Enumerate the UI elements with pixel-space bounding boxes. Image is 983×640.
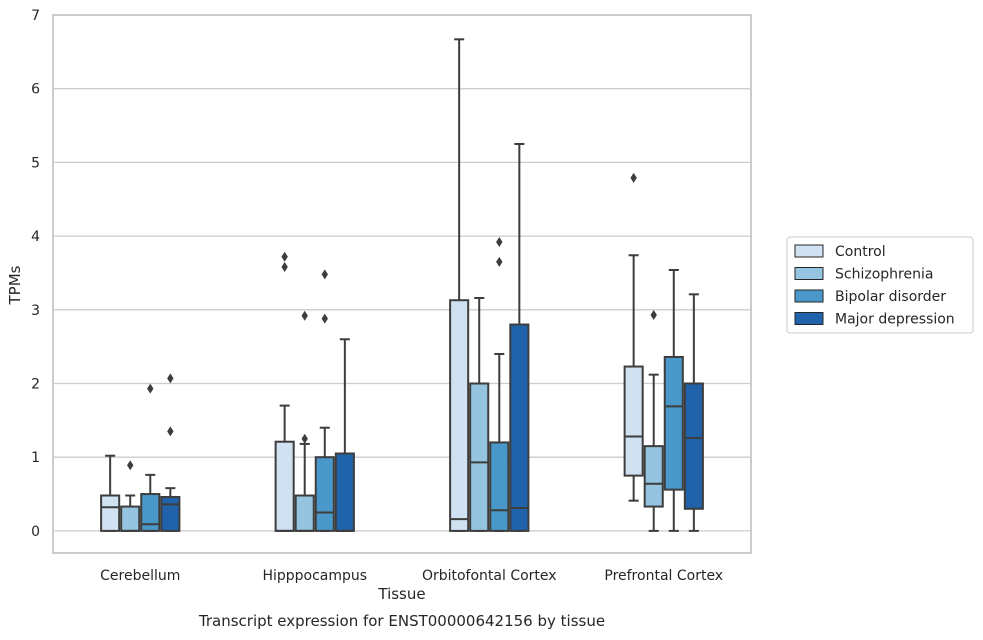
box-body — [274, 440, 295, 532]
y-tick-label: 3 — [31, 303, 40, 319]
box-3-1 — [643, 309, 664, 532]
legend-swatch — [794, 267, 824, 280]
legend-label: Schizophrenia — [835, 267, 933, 283]
outlier-point — [321, 313, 328, 324]
outlier-point — [630, 172, 637, 183]
y-tick-labels: 0 1 2 3 4 5 6 7 — [31, 8, 40, 540]
box-body — [120, 505, 141, 532]
outlier-point — [650, 309, 657, 320]
outlier-point — [496, 236, 503, 247]
box-0-2 — [140, 383, 161, 532]
outlier-point — [147, 383, 154, 394]
box-0-3 — [160, 373, 181, 532]
x-tick-labels: Cerebellum Hipppocampus Orbitofontal Corte… — [100, 568, 723, 584]
box-body — [489, 441, 510, 532]
legend-item: Major depression — [794, 312, 955, 328]
x-tick-label: Hipppocampus — [262, 568, 367, 584]
grid-lines — [53, 14, 751, 532]
box-body — [160, 495, 181, 532]
outlier-point — [167, 426, 174, 437]
boxes — [100, 38, 704, 532]
box-3-2 — [663, 268, 684, 532]
outlier-point — [301, 433, 308, 444]
legend-item: Schizophrenia — [794, 267, 933, 283]
legend-label: Major depression — [835, 312, 955, 328]
outlier-point — [167, 373, 174, 384]
box-body — [294, 494, 315, 532]
box-body — [100, 494, 121, 532]
y-tick-label: 2 — [31, 376, 40, 392]
outlier-point — [301, 310, 308, 321]
box-body — [663, 355, 684, 491]
box-body — [140, 493, 161, 532]
y-tick-label: 7 — [31, 8, 40, 24]
y-axis-title: TPMs — [6, 265, 24, 305]
outlier-point — [127, 460, 134, 471]
outlier-point — [496, 256, 503, 267]
y-tick-label: 0 — [31, 524, 40, 540]
legend-frame — [786, 236, 974, 334]
x-tick-label: Orbitofontal Cortex — [422, 568, 557, 584]
box-body — [623, 365, 644, 477]
box-1-2 — [314, 269, 335, 532]
y-tick-label: 4 — [31, 229, 40, 245]
x-axis-title: Tissue — [377, 585, 425, 603]
box-body — [334, 452, 355, 532]
chart-caption: Transcript expression for ENST0000064215… — [198, 612, 605, 630]
legend-label: Control — [835, 244, 886, 260]
y-tick-label: 5 — [31, 155, 40, 171]
box-1-3 — [334, 338, 355, 532]
legend: Control Schizophrenia Bipolar disorder Majo… — [786, 236, 974, 334]
legend-swatch — [794, 312, 824, 325]
legend-swatch — [794, 289, 824, 303]
box-body — [509, 323, 530, 532]
box-3-0 — [623, 172, 644, 502]
box-2-2 — [489, 236, 510, 532]
box-2-0 — [449, 38, 470, 532]
box-2-3 — [509, 142, 530, 532]
y-tick-label: 6 — [31, 82, 40, 98]
x-tick-label: Cerebellum — [100, 568, 180, 584]
outlier-point — [281, 251, 288, 262]
plot-frame — [52, 14, 752, 554]
outlier-point — [281, 262, 288, 273]
box-3-3 — [683, 293, 704, 532]
legend-item: Control — [794, 244, 886, 260]
box-0-1 — [120, 460, 141, 532]
box-1-0 — [274, 251, 295, 532]
box-2-1 — [469, 297, 490, 532]
legend-swatch — [794, 244, 824, 258]
legend-item: Bipolar disorder — [794, 289, 946, 305]
box-body — [469, 382, 490, 532]
box-body — [643, 445, 664, 508]
box-0-0 — [100, 454, 121, 532]
y-tick-label: 1 — [31, 450, 40, 466]
legend-label: Bipolar disorder — [835, 289, 946, 305]
box-body — [683, 382, 704, 510]
box-body — [314, 456, 335, 532]
x-tick-label: Prefrontal Cortex — [604, 568, 723, 584]
box-body — [449, 299, 470, 532]
box-1-1 — [294, 310, 315, 532]
outlier-point — [321, 269, 328, 280]
